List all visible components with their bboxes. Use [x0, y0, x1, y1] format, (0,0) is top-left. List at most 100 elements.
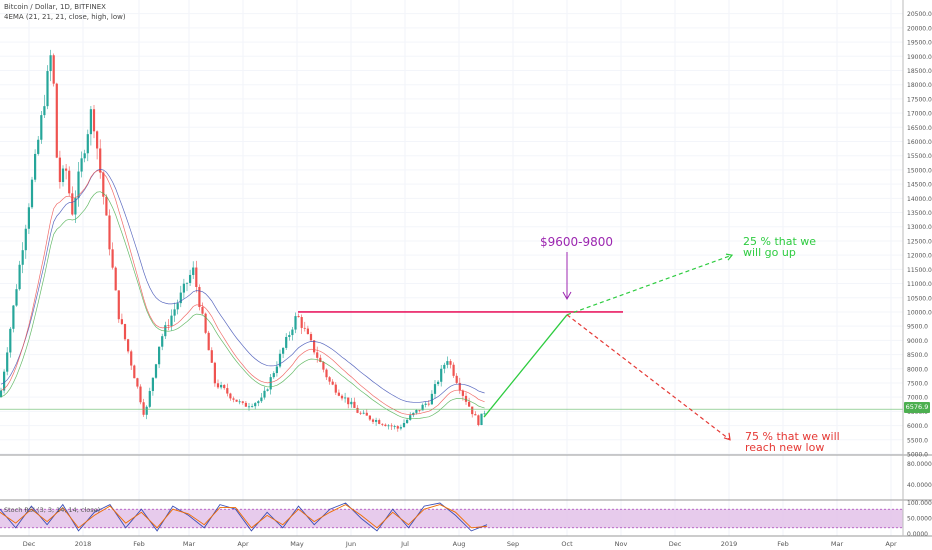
candle-body [52, 55, 55, 84]
candle-body [96, 131, 99, 149]
candle-body [446, 361, 449, 365]
candle-body [55, 83, 58, 158]
symbol-legend[interactable]: Bitcoin / Dollar, 1D, BITFINEX [4, 3, 106, 11]
rsi-tick-label: 50.0000 [907, 516, 932, 523]
projection-bull-arrowhead [725, 253, 734, 261]
candle-body [356, 407, 359, 413]
candle-body [198, 287, 201, 308]
candle-body [449, 361, 452, 365]
candle-body [353, 401, 356, 408]
rsi-tick-label: 0.0000 [907, 531, 928, 538]
candle-body [452, 364, 455, 376]
x-tick-label: Nov [615, 540, 628, 548]
candle-body [424, 403, 427, 405]
y-tick-label: 9500.0 [907, 324, 928, 331]
candle-body [313, 340, 316, 353]
candle-body [30, 179, 34, 208]
y-tick-label: 7000.0 [907, 395, 928, 402]
candle-body [189, 274, 192, 283]
y-tick-label: 20500.0 [907, 11, 932, 18]
candle-body [185, 282, 189, 284]
candle-body [220, 384, 223, 388]
candle-body [151, 377, 154, 391]
candle-body [27, 207, 30, 229]
x-tick-label: Aug [453, 540, 466, 548]
candle-body [300, 317, 303, 328]
candle-body [443, 364, 446, 369]
candle-body [204, 313, 207, 333]
y-tick-label: 11500.0 [907, 267, 932, 274]
x-tick-label: 2019 [721, 540, 738, 548]
candle-body [384, 424, 387, 427]
candle-body [123, 324, 127, 340]
x-tick-label: Dec [669, 540, 682, 548]
candle-body [68, 170, 71, 194]
candle-body [362, 412, 365, 414]
rsi-band-rect [0, 509, 903, 528]
candle-body [244, 402, 247, 407]
time-axis: Dec 2018 Feb Mar Apr May Jun Jul Aug Sep Oct Nov Dec… [23, 540, 897, 548]
candle-body [182, 283, 185, 293]
y-tick-label: 17500.0 [907, 96, 932, 103]
candle-body [179, 292, 182, 304]
candle-body [158, 346, 161, 365]
y-tick-label: 15000.0 [907, 167, 932, 174]
rsi-tick-label: 100.0000 [907, 500, 932, 507]
candle-body [148, 390, 151, 407]
candle-body [80, 158, 83, 172]
y-tick-label: 12000.0 [907, 253, 932, 260]
candle-body [92, 109, 96, 132]
candle-body [154, 364, 158, 378]
up-annotation-line1: 25 % that we [743, 235, 817, 248]
candle-body [278, 353, 282, 367]
candle-body [40, 115, 43, 140]
candle-body [378, 420, 381, 424]
y-tick-label: 19000.0 [907, 54, 932, 61]
candle-body [77, 171, 80, 198]
candle-body [254, 403, 257, 407]
candle-body [282, 347, 285, 354]
y-tick-label: 13000.0 [907, 224, 932, 231]
candles [0, 49, 486, 432]
candle-body [65, 168, 68, 171]
candle-body [133, 365, 136, 379]
ema-close [0, 170, 485, 415]
candle-body [427, 403, 430, 405]
target-pointer-head [562, 291, 572, 301]
rsi-band [0, 508, 903, 529]
x-tick-label: Feb [777, 540, 789, 548]
candle-body [390, 425, 393, 427]
x-tick-label: Mar [183, 540, 196, 548]
candle-body [102, 172, 105, 197]
candle-body [241, 401, 244, 403]
candle-body [58, 157, 61, 183]
ema-lines [0, 168, 485, 420]
candle-body [406, 419, 409, 423]
candle-body [458, 382, 461, 391]
candle-body [108, 215, 111, 250]
candle-body [170, 315, 173, 326]
x-tick-label: Apr [885, 540, 897, 548]
candle-body [294, 316, 297, 330]
candle-body [83, 153, 86, 159]
ema-legend[interactable]: 4EMA (21, 21, 21, close, high, low) [4, 13, 126, 21]
candle-body [375, 420, 378, 422]
candle-body [396, 426, 399, 429]
candle-body [46, 71, 49, 107]
y-tick-label: 13500.0 [907, 210, 932, 217]
candle-body [114, 267, 117, 291]
candle-body [340, 395, 344, 399]
stoch-rsi-legend[interactable]: Stoch RSI (3, 3, 14, 14, close) [4, 506, 101, 514]
x-tick-label: Apr [237, 540, 249, 548]
y-tick-label: 16500.0 [907, 125, 932, 132]
candle-body [130, 351, 133, 366]
candle-body [468, 401, 471, 407]
candle-body [34, 153, 37, 180]
candle-body [226, 388, 229, 394]
y-tick-label: 19500.0 [907, 40, 932, 47]
candle-body [328, 377, 331, 382]
candle-body [207, 332, 210, 351]
candle-body [43, 106, 46, 116]
candle-body [455, 375, 458, 383]
y-tick-label: 5000.0 [907, 452, 928, 459]
